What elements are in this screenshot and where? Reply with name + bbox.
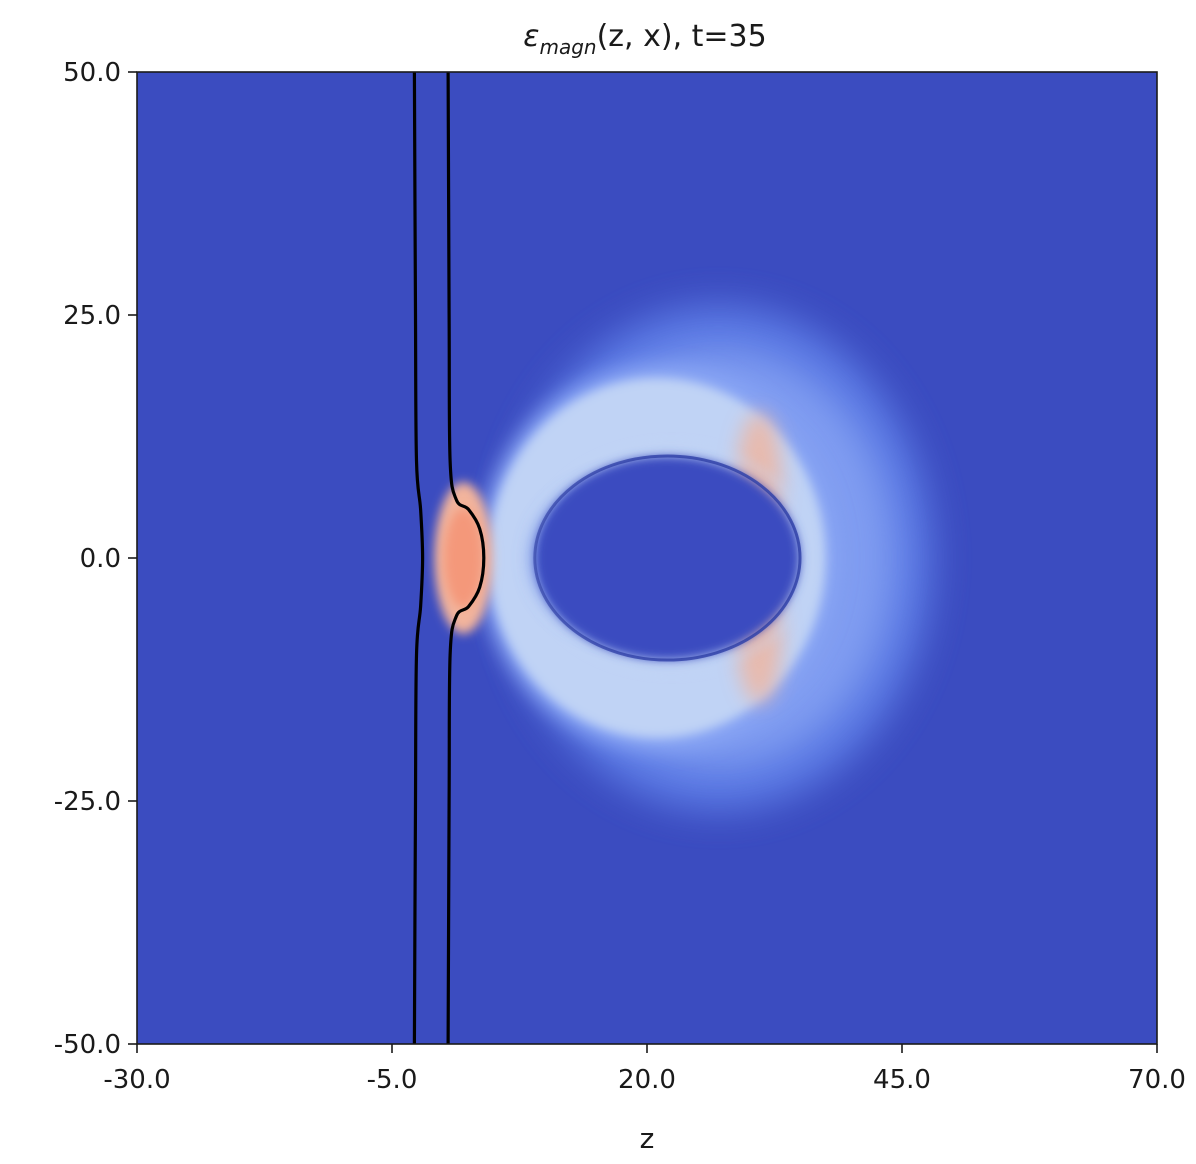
y-tick-label: -25.0	[54, 787, 121, 817]
title-symbol: ε	[523, 19, 539, 54]
cavity-edge	[533, 454, 802, 662]
x-axis-label: z	[640, 1122, 655, 1155]
chart-title: εmagn(z, x), t=35	[523, 19, 766, 59]
y-axis: 50.0 25.0 0.0 -25.0 -50.0	[54, 58, 137, 1060]
x-tick-label: -5.0	[367, 1065, 418, 1095]
contour-right	[446, 72, 486, 1044]
title-args: (z, x), t=35	[597, 19, 767, 54]
x-tick-label: 70.0	[1128, 1065, 1186, 1095]
hot-spot	[444, 508, 483, 608]
x-tick-label: 20.0	[618, 1065, 676, 1095]
y-tick-label: 50.0	[63, 58, 121, 88]
plot-area	[137, 72, 1157, 1044]
cavity-rim	[527, 443, 816, 673]
contour-left	[412, 72, 425, 1044]
inner-cavity	[534, 455, 801, 661]
y-tick-label: 0.0	[80, 544, 121, 574]
contour-lines	[412, 72, 486, 1044]
x-axis: -30.0 -5.0 20.0 45.0 70.0	[103, 1044, 1186, 1095]
heatmap-features	[434, 305, 933, 811]
x-tick-label: -30.0	[103, 1065, 170, 1095]
title-subscript: magn	[539, 35, 596, 59]
y-tick-label: 25.0	[63, 301, 121, 331]
x-tick-label: 45.0	[873, 1065, 931, 1095]
y-tick-label: -50.0	[54, 1030, 121, 1060]
